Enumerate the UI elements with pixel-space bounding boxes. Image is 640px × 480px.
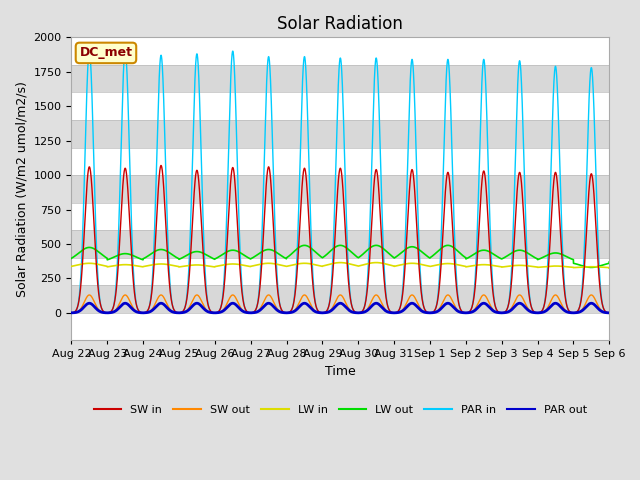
Bar xyxy=(72,230,609,258)
Bar xyxy=(72,258,609,285)
X-axis label: Time: Time xyxy=(325,365,356,378)
Bar xyxy=(72,285,609,313)
Bar xyxy=(72,93,609,120)
Bar xyxy=(72,313,609,340)
Y-axis label: Solar Radiation (W/m2 umol/m2/s): Solar Radiation (W/m2 umol/m2/s) xyxy=(15,81,28,297)
Legend: SW in, SW out, LW in, LW out, PAR in, PAR out: SW in, SW out, LW in, LW out, PAR in, PA… xyxy=(89,400,591,420)
Title: Solar Radiation: Solar Radiation xyxy=(277,15,403,33)
Bar xyxy=(72,175,609,203)
Bar xyxy=(72,65,609,93)
Text: DC_met: DC_met xyxy=(79,47,132,60)
Bar xyxy=(72,147,609,175)
Bar xyxy=(72,37,609,65)
Bar xyxy=(72,203,609,230)
Bar xyxy=(72,120,609,147)
